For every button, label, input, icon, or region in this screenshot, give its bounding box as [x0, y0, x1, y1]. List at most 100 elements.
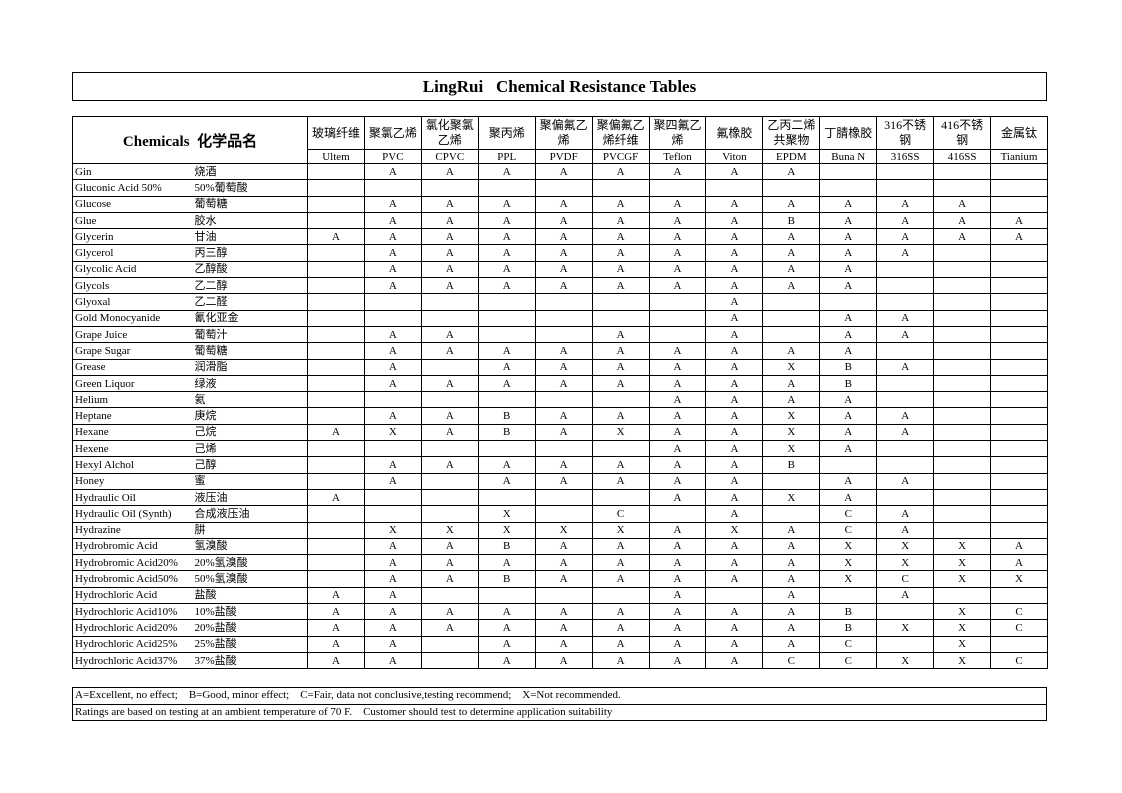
- rating: X: [363, 423, 422, 442]
- rating: [876, 293, 935, 311]
- rating: A: [762, 162, 821, 181]
- chemical-name: Hexane: [72, 423, 193, 442]
- rating: C: [819, 635, 878, 653]
- rating: A: [705, 537, 764, 556]
- row: Hydraulic Oil (Synth) 合成液压油 X C A C A: [72, 505, 1048, 523]
- rating: [591, 391, 650, 409]
- rating: [363, 505, 422, 523]
- rating: [933, 309, 992, 327]
- rating: A: [762, 342, 821, 360]
- rating: A: [876, 358, 935, 376]
- chemical-name: Hydrochloric Acid10%: [72, 603, 193, 621]
- rating: [762, 472, 821, 490]
- rating: A: [591, 570, 650, 588]
- rating: [420, 358, 479, 376]
- rating: A: [705, 260, 764, 279]
- rating: A: [363, 244, 422, 262]
- rating: [876, 260, 935, 279]
- rating: A: [876, 586, 935, 605]
- rating: B: [477, 537, 536, 556]
- rating: [933, 391, 992, 409]
- rating: A: [876, 195, 935, 213]
- rating: A: [477, 228, 536, 246]
- rating: A: [648, 358, 707, 376]
- rating: A: [534, 537, 593, 556]
- rating: [990, 325, 1048, 344]
- rating: A: [648, 228, 707, 246]
- chemical-name-cn: 乙二醇: [192, 277, 308, 295]
- rating: A: [477, 244, 536, 262]
- rating: A: [363, 195, 422, 213]
- rating: A: [648, 488, 707, 507]
- rating: A: [534, 374, 593, 393]
- rating: A: [762, 570, 821, 588]
- rating: [990, 260, 1048, 279]
- rating: A: [819, 391, 878, 409]
- row: Gin 烧酒 A A A A A A A A: [72, 162, 1048, 181]
- legend: A=Excellent, no effect; B=Good, minor ef…: [75, 689, 621, 701]
- rating: A: [534, 472, 593, 490]
- row: Green Liquor 绿液 A A A A A A A A B: [72, 374, 1048, 393]
- column-name: 氟橡胶: [705, 116, 764, 150]
- rating: [307, 456, 365, 474]
- rating: A: [933, 211, 992, 230]
- chemical-name-cn: 氢溴酸: [192, 537, 308, 556]
- rating: A: [648, 162, 707, 181]
- rating: A: [876, 423, 935, 442]
- rating: [762, 505, 821, 523]
- rating: A: [876, 244, 935, 262]
- column-name: 416不锈钢: [933, 116, 992, 150]
- rating: [933, 293, 992, 311]
- rating: [307, 521, 365, 539]
- rating: A: [876, 521, 935, 539]
- rating: A: [534, 554, 593, 572]
- rating: A: [420, 537, 479, 556]
- chemical-name: Hydraulic Oil: [72, 488, 193, 507]
- rating: [648, 179, 707, 197]
- rating: A: [648, 472, 707, 490]
- rating: [990, 374, 1048, 393]
- rating: A: [363, 407, 422, 425]
- chemical-name: Honey: [72, 472, 193, 490]
- rating: [933, 456, 992, 474]
- rating: A: [705, 391, 764, 409]
- rating: B: [819, 619, 878, 637]
- chemical-name-cn: 肼: [192, 521, 308, 539]
- rating: A: [819, 277, 878, 295]
- chemical-name: Grease: [72, 358, 193, 376]
- rating: A: [819, 488, 878, 507]
- rating: A: [705, 211, 764, 230]
- row: Hydrochloric Acid20% 20%盐酸 A A A A A A A A A B X X C: [72, 619, 1048, 637]
- footer: A=Excellent, no effect; B=Good, minor ef…: [72, 687, 1047, 721]
- rating: [990, 423, 1048, 442]
- rating: A: [363, 651, 422, 670]
- rating: [933, 325, 992, 344]
- row: Glycols 乙二醇 A A A A A A A A A: [72, 277, 1048, 295]
- rating: [933, 358, 992, 376]
- column-code: Buna N: [819, 149, 878, 164]
- rating: A: [762, 244, 821, 262]
- chemical-name-cn: 液压油: [192, 488, 308, 507]
- rating: A: [363, 635, 422, 653]
- rating: A: [762, 619, 821, 637]
- rating: A: [819, 211, 878, 230]
- column-code: PVC: [363, 149, 422, 164]
- rating: A: [705, 244, 764, 262]
- rating: X: [819, 554, 878, 572]
- rating: A: [591, 228, 650, 246]
- rating: C: [819, 505, 878, 523]
- rating: A: [420, 619, 479, 637]
- rating: A: [648, 651, 707, 670]
- rating: [990, 488, 1048, 507]
- rating: A: [363, 537, 422, 556]
- rating: A: [363, 260, 422, 279]
- rating: A: [705, 619, 764, 637]
- chemical-name-cn: 己烷: [192, 423, 308, 442]
- rating: A: [420, 374, 479, 393]
- rating: [307, 407, 365, 425]
- column-code: Tianium: [990, 149, 1048, 164]
- rating: A: [363, 619, 422, 637]
- rating: A: [420, 228, 479, 246]
- chemical-name-cn: 50%氢溴酸: [192, 570, 308, 588]
